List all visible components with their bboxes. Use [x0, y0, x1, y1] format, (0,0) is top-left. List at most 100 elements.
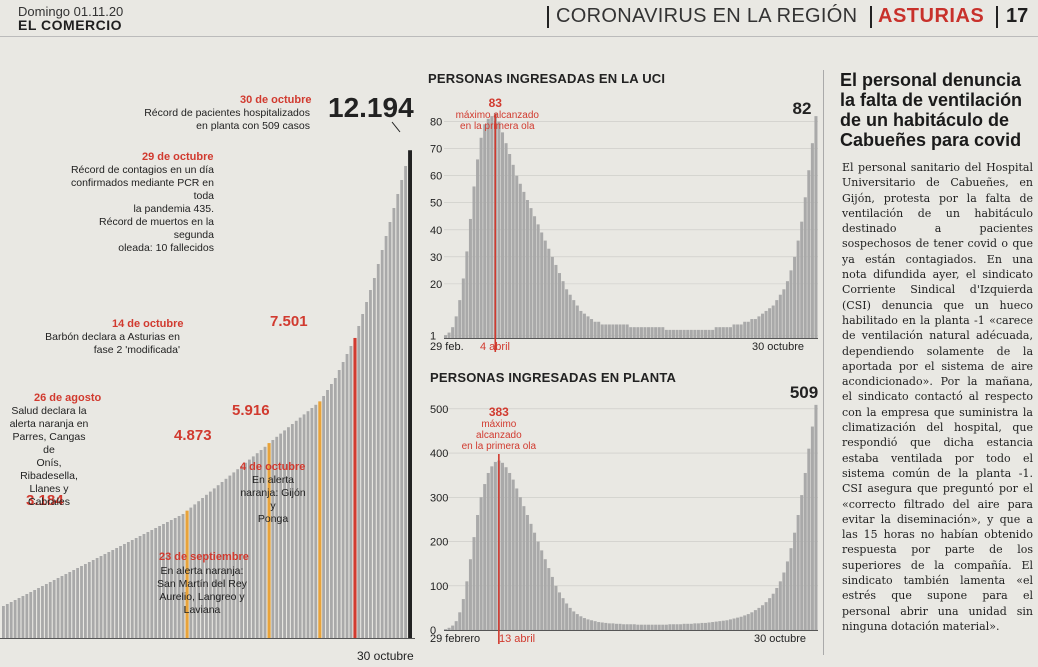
area-bar [568, 607, 572, 630]
area-bar [757, 316, 761, 338]
bar [142, 534, 146, 638]
header-rule [0, 36, 1038, 37]
bar [248, 459, 251, 638]
bar [341, 362, 345, 638]
bar [345, 354, 349, 638]
bar [224, 478, 228, 638]
area-bar [465, 251, 469, 338]
area-bar [486, 118, 490, 338]
bar [357, 326, 361, 638]
area-bar [557, 273, 562, 338]
area-bar [597, 321, 601, 338]
area-bar [468, 559, 472, 630]
area-bar [590, 319, 594, 338]
header-divider [996, 6, 998, 28]
bar [13, 600, 17, 638]
area-bar [604, 324, 608, 338]
milestone-date-3: 4 de octubre [240, 461, 306, 473]
area-bar [618, 623, 622, 630]
area-bar [472, 537, 476, 630]
x-tick-label: 4 abril [480, 341, 510, 353]
area-bar [750, 612, 754, 630]
y-tick-label: 40 [430, 225, 442, 237]
area-bar [575, 614, 579, 630]
y-tick-label: 70 [430, 144, 442, 156]
area-bar [711, 622, 715, 630]
area-bar [800, 221, 804, 338]
area-bar [454, 316, 458, 338]
header-divider [870, 6, 872, 28]
area-bar [743, 321, 747, 338]
area-bar [614, 623, 618, 630]
area-bar [664, 329, 668, 338]
area-bar [732, 324, 736, 338]
milestone-value-3: 5.916 [232, 402, 270, 419]
annotation-date-30oct: 30 de octubre [240, 94, 312, 106]
area-bar [743, 615, 747, 630]
bar [380, 250, 384, 638]
bar [37, 588, 40, 638]
bar [314, 404, 318, 638]
area-bar [451, 327, 455, 338]
area-bar [689, 329, 693, 338]
area-bar [696, 329, 700, 338]
area-bar [700, 329, 704, 338]
area-bar [600, 324, 604, 338]
bar [48, 582, 52, 638]
area-bar [533, 216, 537, 338]
milestone-value-2: 4.873 [174, 427, 212, 444]
area-bar [582, 313, 586, 338]
bar [166, 522, 169, 638]
area-bar [497, 121, 501, 338]
area-bar [554, 264, 558, 338]
area-bar [522, 191, 526, 338]
bar [5, 604, 9, 638]
area-bar [490, 116, 494, 338]
area-bar [550, 576, 554, 630]
area-bar [629, 327, 633, 338]
area-bar [789, 548, 793, 630]
bar [158, 526, 162, 638]
area-bar [568, 294, 572, 338]
area-bar [540, 550, 544, 630]
bar [146, 532, 150, 638]
area-bar [543, 559, 547, 630]
section-title: CORONAVIRUS EN LA REGIÓN [556, 5, 858, 27]
peak-note: en la primera ola [460, 121, 535, 132]
area-bar [639, 624, 643, 630]
bar [123, 544, 126, 638]
area-bar [447, 627, 451, 630]
area-bar [764, 310, 768, 338]
area-bar [714, 621, 718, 630]
bar [29, 592, 33, 638]
area-bar [657, 624, 661, 630]
milestone-text-1: Salud declara la alerta naranja en Parre… [9, 405, 89, 508]
area-bar [785, 561, 789, 630]
peak-note: en la primera ola [462, 441, 537, 452]
issue-date: Domingo 01.11.20 [18, 4, 124, 19]
area-bar [718, 327, 722, 338]
area-bar [693, 329, 697, 338]
area-bar [504, 467, 508, 630]
area-bar [746, 614, 750, 630]
region-label: ASTURIAS [878, 5, 985, 27]
bar [130, 540, 134, 638]
y-tick-label: 400 [430, 448, 448, 460]
bar [107, 552, 111, 638]
area-bar [725, 327, 729, 338]
bar [290, 424, 294, 638]
last-value: 509 [790, 386, 818, 402]
area-bar [679, 329, 683, 338]
y-tick-label: 300 [430, 492, 448, 504]
area-bar [479, 497, 483, 630]
bar [302, 414, 306, 638]
area-bar [607, 623, 611, 630]
area-bar [504, 143, 508, 338]
y-tick-label: 0 [430, 625, 436, 637]
area-bar [721, 620, 725, 630]
area-bar [479, 137, 483, 338]
area-bar [483, 124, 487, 338]
area-bar [800, 495, 804, 630]
area-bar [807, 448, 811, 630]
peak-value: 383 [489, 405, 509, 419]
